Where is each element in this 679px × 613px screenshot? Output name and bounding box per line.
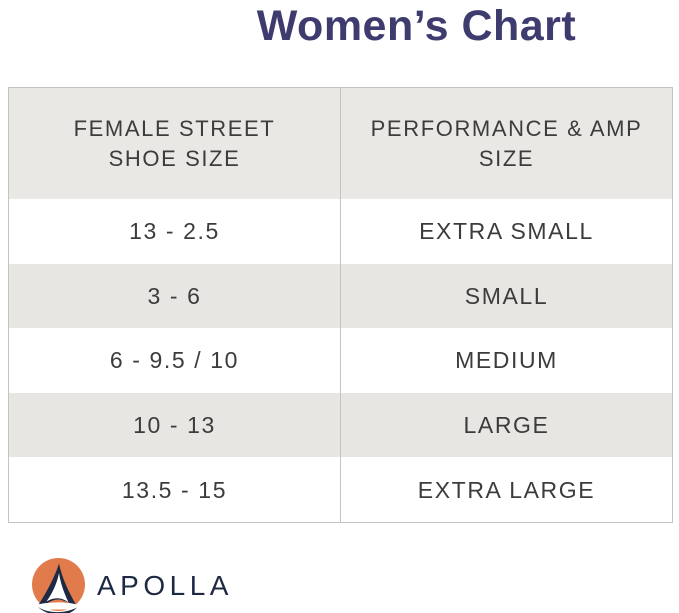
table-header-row: FEMALE STREET SHOE SIZE PERFORMANCE & AM… xyxy=(9,88,672,199)
brand-footer: APOLLA xyxy=(30,557,679,613)
table-row: 3 - 6 SMALL xyxy=(9,263,672,329)
shoe-size-cell: 3 - 6 xyxy=(147,282,202,309)
amp-size-cell: MEDIUM xyxy=(340,328,672,393)
column-header-shoe-size: FEMALE STREET SHOE SIZE xyxy=(9,88,340,199)
header-line: SHOE SIZE xyxy=(108,145,241,171)
column-header-amp-size: PERFORMANCE & AMP SIZE xyxy=(340,88,672,199)
shoe-size-cell: 13 - 2.5 xyxy=(129,218,220,245)
table-row: 6 - 9.5 / 10 MEDIUM xyxy=(9,328,672,393)
header-line: SIZE xyxy=(478,145,535,171)
amp-size-cell: EXTRA LARGE xyxy=(340,457,672,522)
shoe-size-cell: 13.5 - 15 xyxy=(121,476,228,503)
amp-size-cell: SMALL xyxy=(340,263,672,329)
apolla-mountain-a-icon xyxy=(30,557,87,613)
page-title: Women’s Chart xyxy=(256,2,577,50)
shoe-size-cell: 6 - 9.5 / 10 xyxy=(109,347,240,374)
shoe-size-cell: 10 - 13 xyxy=(133,412,216,439)
table-row: 13 - 2.5 EXTRA SMALL xyxy=(9,199,672,264)
brand-name: APOLLA xyxy=(97,570,233,602)
size-chart-table: FEMALE STREET SHOE SIZE PERFORMANCE & AM… xyxy=(8,87,673,523)
amp-size-cell: EXTRA SMALL xyxy=(340,199,672,264)
table-row: 13.5 - 15 EXTRA LARGE xyxy=(9,457,672,522)
header-line: PERFORMANCE & AMP xyxy=(370,115,643,141)
amp-size-cell: LARGE xyxy=(340,392,672,458)
header-line: FEMALE STREET xyxy=(73,115,276,141)
table-row: 10 - 13 LARGE xyxy=(9,392,672,458)
